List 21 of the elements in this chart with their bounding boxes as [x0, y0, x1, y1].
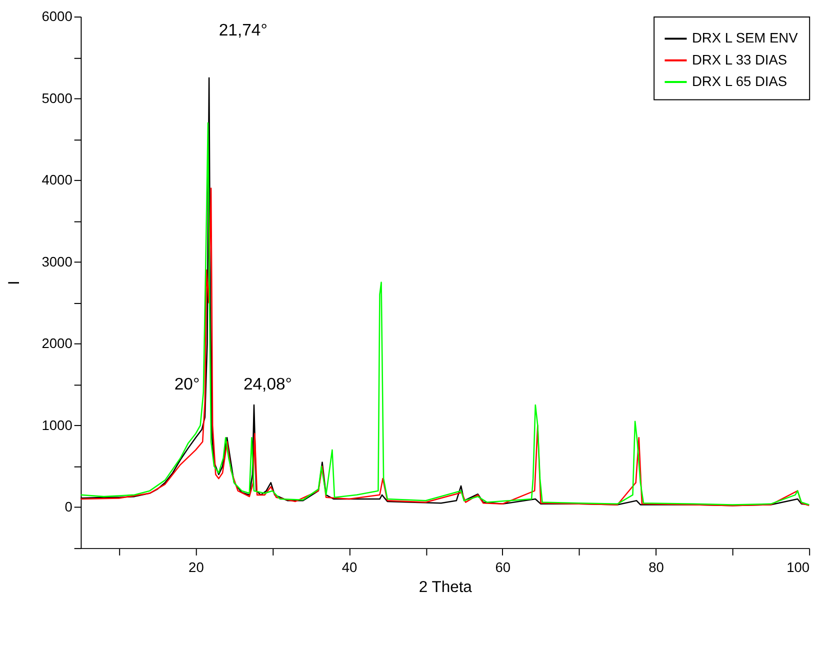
line-series	[80, 188, 810, 506]
y-axis-title: I	[6, 280, 24, 285]
x-axis-title: 2 Theta	[418, 578, 472, 596]
annotation: 20°	[174, 374, 200, 394]
y-tick-label: 4000	[42, 172, 73, 188]
x-tick-label: 40	[342, 560, 358, 576]
x-tick-label: 80	[648, 560, 664, 576]
legend-label: DRX L SEM ENV	[692, 30, 799, 46]
legend-label: DRX L 33 DIAS	[692, 52, 788, 68]
y-tick-label: 1000	[42, 418, 73, 433]
x-tick-label: 60	[495, 560, 511, 576]
y-tick-label: 6000	[42, 8, 73, 24]
y-tick-label: 5000	[42, 90, 73, 106]
y-tick-label: 2000	[42, 336, 73, 352]
x-tick-label: 100	[786, 560, 810, 576]
y-tick-label: 0	[64, 500, 73, 515]
annotation: 21,74°	[218, 20, 268, 40]
y-tick-label: 3000	[42, 254, 73, 270]
annotation: 24,08°	[243, 374, 292, 394]
legend-label: DRX L 65 DIAS	[692, 74, 788, 89]
x-tick-label: 20	[188, 560, 204, 576]
